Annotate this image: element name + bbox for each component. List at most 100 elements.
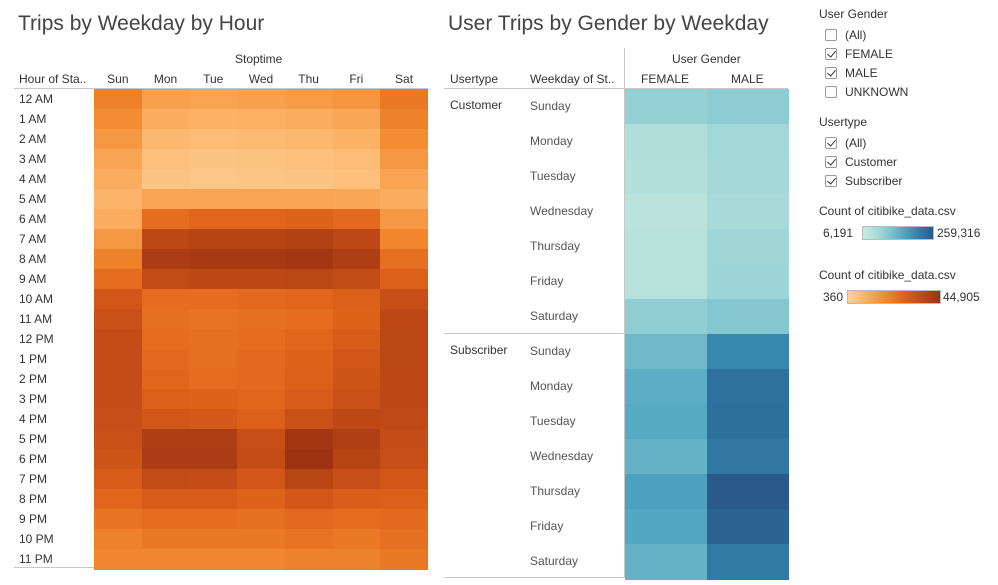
heatmap-cell[interactable] [141, 269, 190, 290]
weekday-label[interactable]: Saturday [530, 554, 579, 568]
weekday-label[interactable]: Wednesday [530, 449, 594, 463]
heatmap-cell[interactable] [189, 289, 238, 310]
heatmap-cell[interactable] [332, 489, 381, 510]
hour-label[interactable]: 1 AM [19, 112, 47, 126]
heatmap-cell[interactable] [237, 289, 286, 310]
heatmap-cell[interactable] [625, 229, 707, 265]
heatmap-cell[interactable] [332, 129, 381, 150]
heatmap-cell[interactable] [189, 489, 238, 510]
heatmap-cell[interactable] [94, 109, 143, 130]
heatmap-cell[interactable] [141, 209, 190, 230]
weekday-label[interactable]: Sunday [530, 99, 571, 113]
heatmap-cell[interactable] [284, 529, 333, 550]
heatmap-cell[interactable] [237, 509, 286, 530]
heatmap-cell[interactable] [380, 449, 429, 470]
weekday-label[interactable]: Tuesday [530, 169, 576, 183]
heatmap-cell[interactable] [380, 489, 429, 510]
heatmap-cell[interactable] [141, 309, 190, 330]
heatmap-cell[interactable] [284, 249, 333, 270]
hour-label[interactable]: 12 AM [19, 92, 54, 106]
heatmap-cell[interactable] [141, 129, 190, 150]
heatmap-cell[interactable] [237, 309, 286, 330]
heatmap-cell[interactable] [332, 289, 381, 310]
heatmap-cell[interactable] [141, 449, 190, 470]
filter-option-female[interactable]: FEMALE [825, 46, 893, 62]
heatmap-cell[interactable] [380, 369, 429, 390]
heatmap-cell[interactable] [141, 89, 190, 110]
hour-label[interactable]: 1 PM [19, 352, 48, 366]
heatmap-cell[interactable] [189, 169, 238, 190]
heatmap-cell[interactable] [625, 404, 707, 440]
heatmap-cell[interactable] [189, 529, 238, 550]
heatmap-cell[interactable] [625, 509, 707, 545]
usertype-subscriber[interactable]: Subscriber [450, 343, 508, 357]
heatmap-cell[interactable] [284, 449, 333, 470]
weekday-label[interactable]: Wednesday [530, 204, 594, 218]
heatmap-cell[interactable] [189, 229, 238, 250]
heatmap-cell[interactable] [380, 269, 429, 290]
heatmap-cell[interactable] [706, 509, 789, 545]
heatmap-cell[interactable] [380, 509, 429, 530]
heatmap-cell[interactable] [380, 89, 429, 110]
heatmap-cell[interactable] [706, 89, 789, 125]
heatmap-cell[interactable] [189, 89, 238, 110]
heatmap-cell[interactable] [94, 149, 143, 170]
heatmap-cell[interactable] [189, 249, 238, 270]
hour-label[interactable]: 7 PM [19, 472, 48, 486]
heatmap-cell[interactable] [189, 389, 238, 410]
heatmap-cell[interactable] [141, 189, 190, 210]
heatmap-cell[interactable] [189, 449, 238, 470]
heatmap-cell[interactable] [141, 369, 190, 390]
heatmap-cell[interactable] [380, 189, 429, 210]
heatmap-cell[interactable] [284, 89, 333, 110]
weekday-label[interactable]: Monday [530, 134, 573, 148]
usertype-customer[interactable]: Customer [450, 98, 503, 112]
heatmap-cell[interactable] [237, 529, 286, 550]
filter-option-male[interactable]: MALE [825, 65, 878, 81]
heatmap-cell[interactable] [141, 429, 190, 450]
heatmap-cell[interactable] [237, 329, 286, 350]
checkbox-unchecked-icon[interactable] [825, 29, 837, 41]
heatmap-cell[interactable] [284, 169, 333, 190]
heatmap-cell[interactable] [94, 409, 143, 430]
heatmap-cell[interactable] [141, 549, 190, 570]
hour-label[interactable]: 5 AM [19, 192, 47, 206]
heatmap-cell[interactable] [141, 349, 190, 370]
heatmap-cell[interactable] [380, 349, 429, 370]
weekday-header[interactable]: Weekday of St.. [530, 72, 615, 86]
heatmap-cell[interactable] [284, 369, 333, 390]
checkbox-checked-icon[interactable] [825, 156, 837, 168]
heatmap-cell[interactable] [380, 309, 429, 330]
heatmap-cell[interactable] [237, 449, 286, 470]
hour-header[interactable]: Hour of Sta.. [19, 72, 87, 86]
heatmap-cell[interactable] [380, 249, 429, 270]
heatmap-cell[interactable] [237, 489, 286, 510]
hour-label[interactable]: 6 PM [19, 452, 48, 466]
heatmap-cell[interactable] [189, 209, 238, 230]
heatmap-cell[interactable] [380, 149, 429, 170]
hour-label[interactable]: 11 AM [19, 312, 53, 326]
heatmap-cell[interactable] [237, 469, 286, 490]
heatmap-cell[interactable] [706, 159, 789, 195]
heatmap-cell[interactable] [284, 549, 333, 570]
heatmap-cell[interactable] [332, 249, 381, 270]
heatmap-cell[interactable] [332, 429, 381, 450]
day-header-tue[interactable]: Tue [203, 72, 224, 86]
heatmap-cell[interactable] [189, 329, 238, 350]
heatmap-cell[interactable] [380, 229, 429, 250]
female-header[interactable]: FEMALE [641, 72, 690, 86]
heatmap-cell[interactable] [625, 194, 707, 230]
heatmap-cell[interactable] [94, 309, 143, 330]
heatmap-cell[interactable] [94, 549, 143, 570]
heatmap-cell[interactable] [237, 129, 286, 150]
heatmap-cell[interactable] [380, 469, 429, 490]
heatmap-cell[interactable] [625, 124, 707, 160]
hour-label[interactable]: 4 AM [19, 172, 47, 186]
checkbox-checked-icon[interactable] [825, 137, 837, 149]
filter-option-all[interactable]: (All) [825, 135, 866, 151]
heatmap-cell[interactable] [332, 169, 381, 190]
hour-label[interactable]: 9 PM [19, 512, 48, 526]
heatmap-cell[interactable] [189, 309, 238, 330]
heatmap-cell[interactable] [706, 544, 789, 580]
heatmap-cell[interactable] [94, 189, 143, 210]
